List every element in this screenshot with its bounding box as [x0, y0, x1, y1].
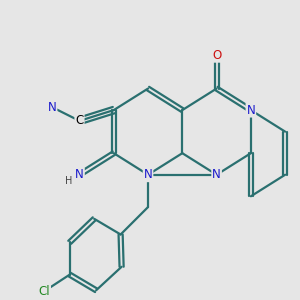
- Text: H: H: [64, 176, 72, 186]
- Text: N: N: [144, 168, 152, 181]
- Text: N: N: [212, 168, 221, 181]
- Text: O: O: [212, 49, 221, 62]
- Text: N: N: [48, 101, 56, 114]
- Text: C: C: [75, 114, 84, 128]
- Text: N: N: [75, 168, 84, 181]
- Text: Cl: Cl: [38, 285, 50, 298]
- Text: N: N: [247, 103, 255, 117]
